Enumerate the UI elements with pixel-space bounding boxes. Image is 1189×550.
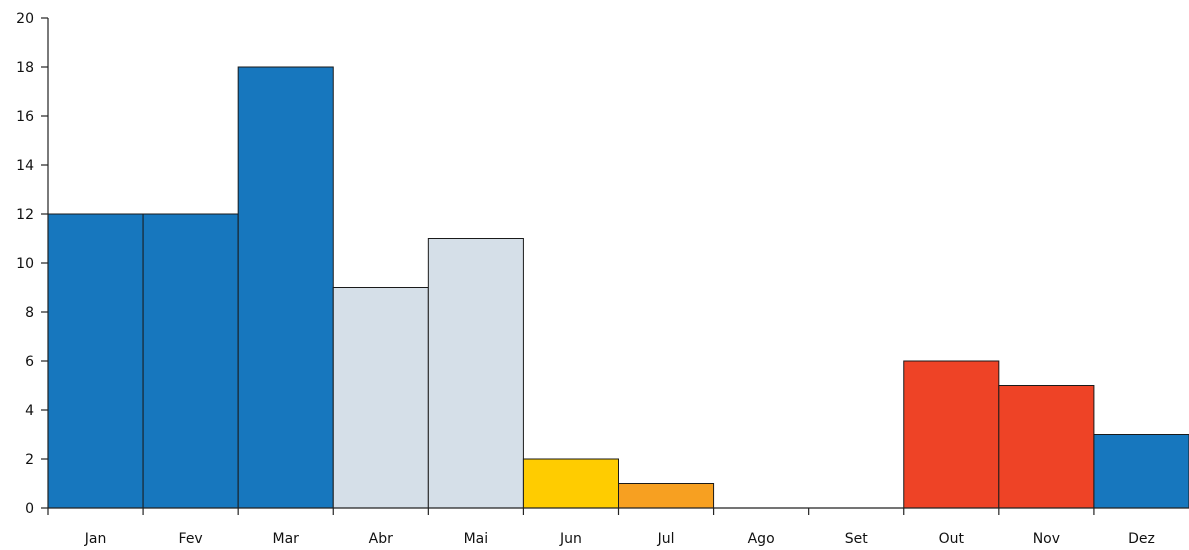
bar-nov [998,385,1095,509]
x-tick-label-mai: Mai [464,531,489,547]
x-tick-label-out: Out [939,531,965,547]
y-tick-label-6: 6 [25,354,34,370]
x-tick-label-fev: Fev [179,531,203,547]
bar-abr [332,287,429,509]
y-tick-label-4: 4 [25,403,34,419]
bar-mai [427,238,524,509]
y-tick-label-16: 16 [16,109,34,125]
y-tick-label-14: 14 [16,158,34,174]
x-tick-label-abr: Abr [369,531,393,547]
x-tick-label-mar: Mar [272,531,299,547]
x-tick-label-nov: Nov [1033,531,1060,547]
x-tick-label-jan: Jan [84,531,107,547]
y-tick-label-18: 18 [16,60,34,76]
x-tick-label-ago: Ago [748,531,775,547]
y-tick-labels: 0 2 4 6 8 10 12 14 16 18 20 [16,11,34,517]
bar-out [903,360,1000,509]
bar-jun [522,458,619,509]
x-tick-label-jun: Jun [559,531,582,547]
bar-mar [237,66,334,509]
y-tick-label-2: 2 [25,452,34,468]
y-tick-label-12: 12 [16,207,34,223]
bars-group [47,66,1189,509]
x-tick-label-set: Set [845,531,869,547]
x-tick-labels: Jan Fev Mar Abr Mai Jun Jul Ago Set Out Nov Dez [84,531,1155,547]
x-tick-label-dez: Dez [1128,531,1155,547]
bar-jul [618,483,715,509]
y-tick-label-8: 8 [25,305,34,321]
bar-fev [142,213,239,509]
x-tick-label-jul: Jul [657,531,675,547]
axes-group [41,17,1189,515]
y-tick-label-20: 20 [16,11,34,27]
bar-dez [1093,434,1189,509]
y-tick-label-10: 10 [16,256,34,272]
bar-jan [47,213,144,509]
y-tick-label-0: 0 [25,501,34,517]
